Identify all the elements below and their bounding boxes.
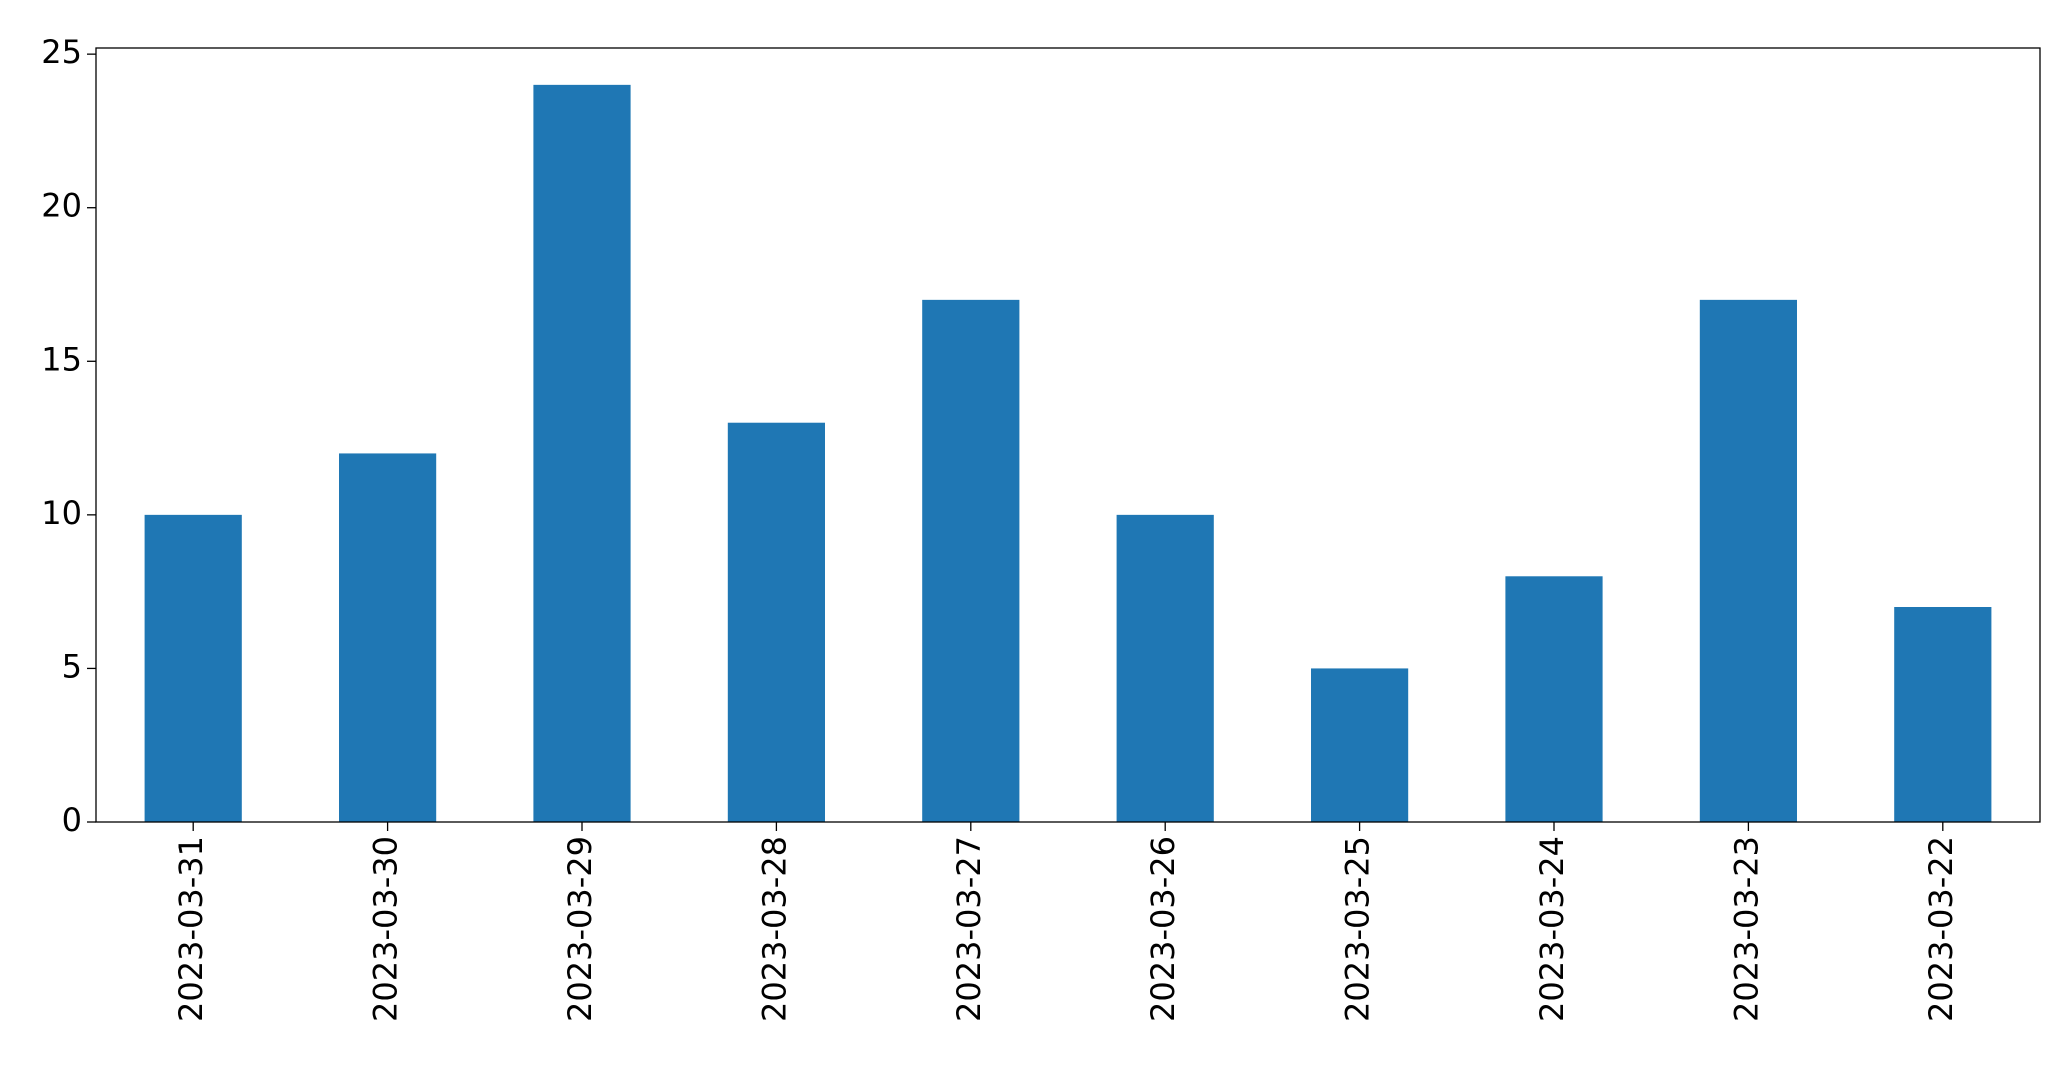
x-tick-label: 2023-03-31: [172, 836, 210, 1022]
x-tick-label: 2023-03-25: [1339, 836, 1377, 1022]
x-tick-label: 2023-03-27: [950, 836, 988, 1022]
bar: [1894, 607, 1992, 822]
y-tick-label: 10: [41, 494, 82, 532]
x-tick-label: 2023-03-26: [1144, 836, 1182, 1022]
x-tick-label: 2023-03-30: [367, 836, 405, 1022]
y-tick-label: 20: [41, 187, 82, 225]
y-tick-label: 0: [62, 801, 82, 839]
x-tick-label: 2023-03-22: [1922, 836, 1960, 1022]
bar: [533, 84, 631, 823]
bar: [1116, 514, 1214, 822]
bar: [339, 453, 437, 822]
bar: [922, 299, 1020, 822]
bar: [727, 422, 825, 822]
bar: [1311, 668, 1409, 822]
bar: [1505, 576, 1603, 822]
x-tick-label: 2023-03-24: [1533, 836, 1571, 1022]
x-tick-label: 2023-03-29: [561, 836, 599, 1022]
bar: [144, 514, 242, 822]
x-tick-label: 2023-03-23: [1727, 836, 1765, 1022]
y-tick-label: 25: [41, 33, 82, 71]
bar: [1699, 299, 1797, 822]
x-tick-label: 2023-03-28: [755, 836, 793, 1022]
plot-frame: [95, 47, 2041, 823]
y-tick-label: 5: [62, 647, 82, 685]
y-tick-label: 15: [41, 340, 82, 378]
